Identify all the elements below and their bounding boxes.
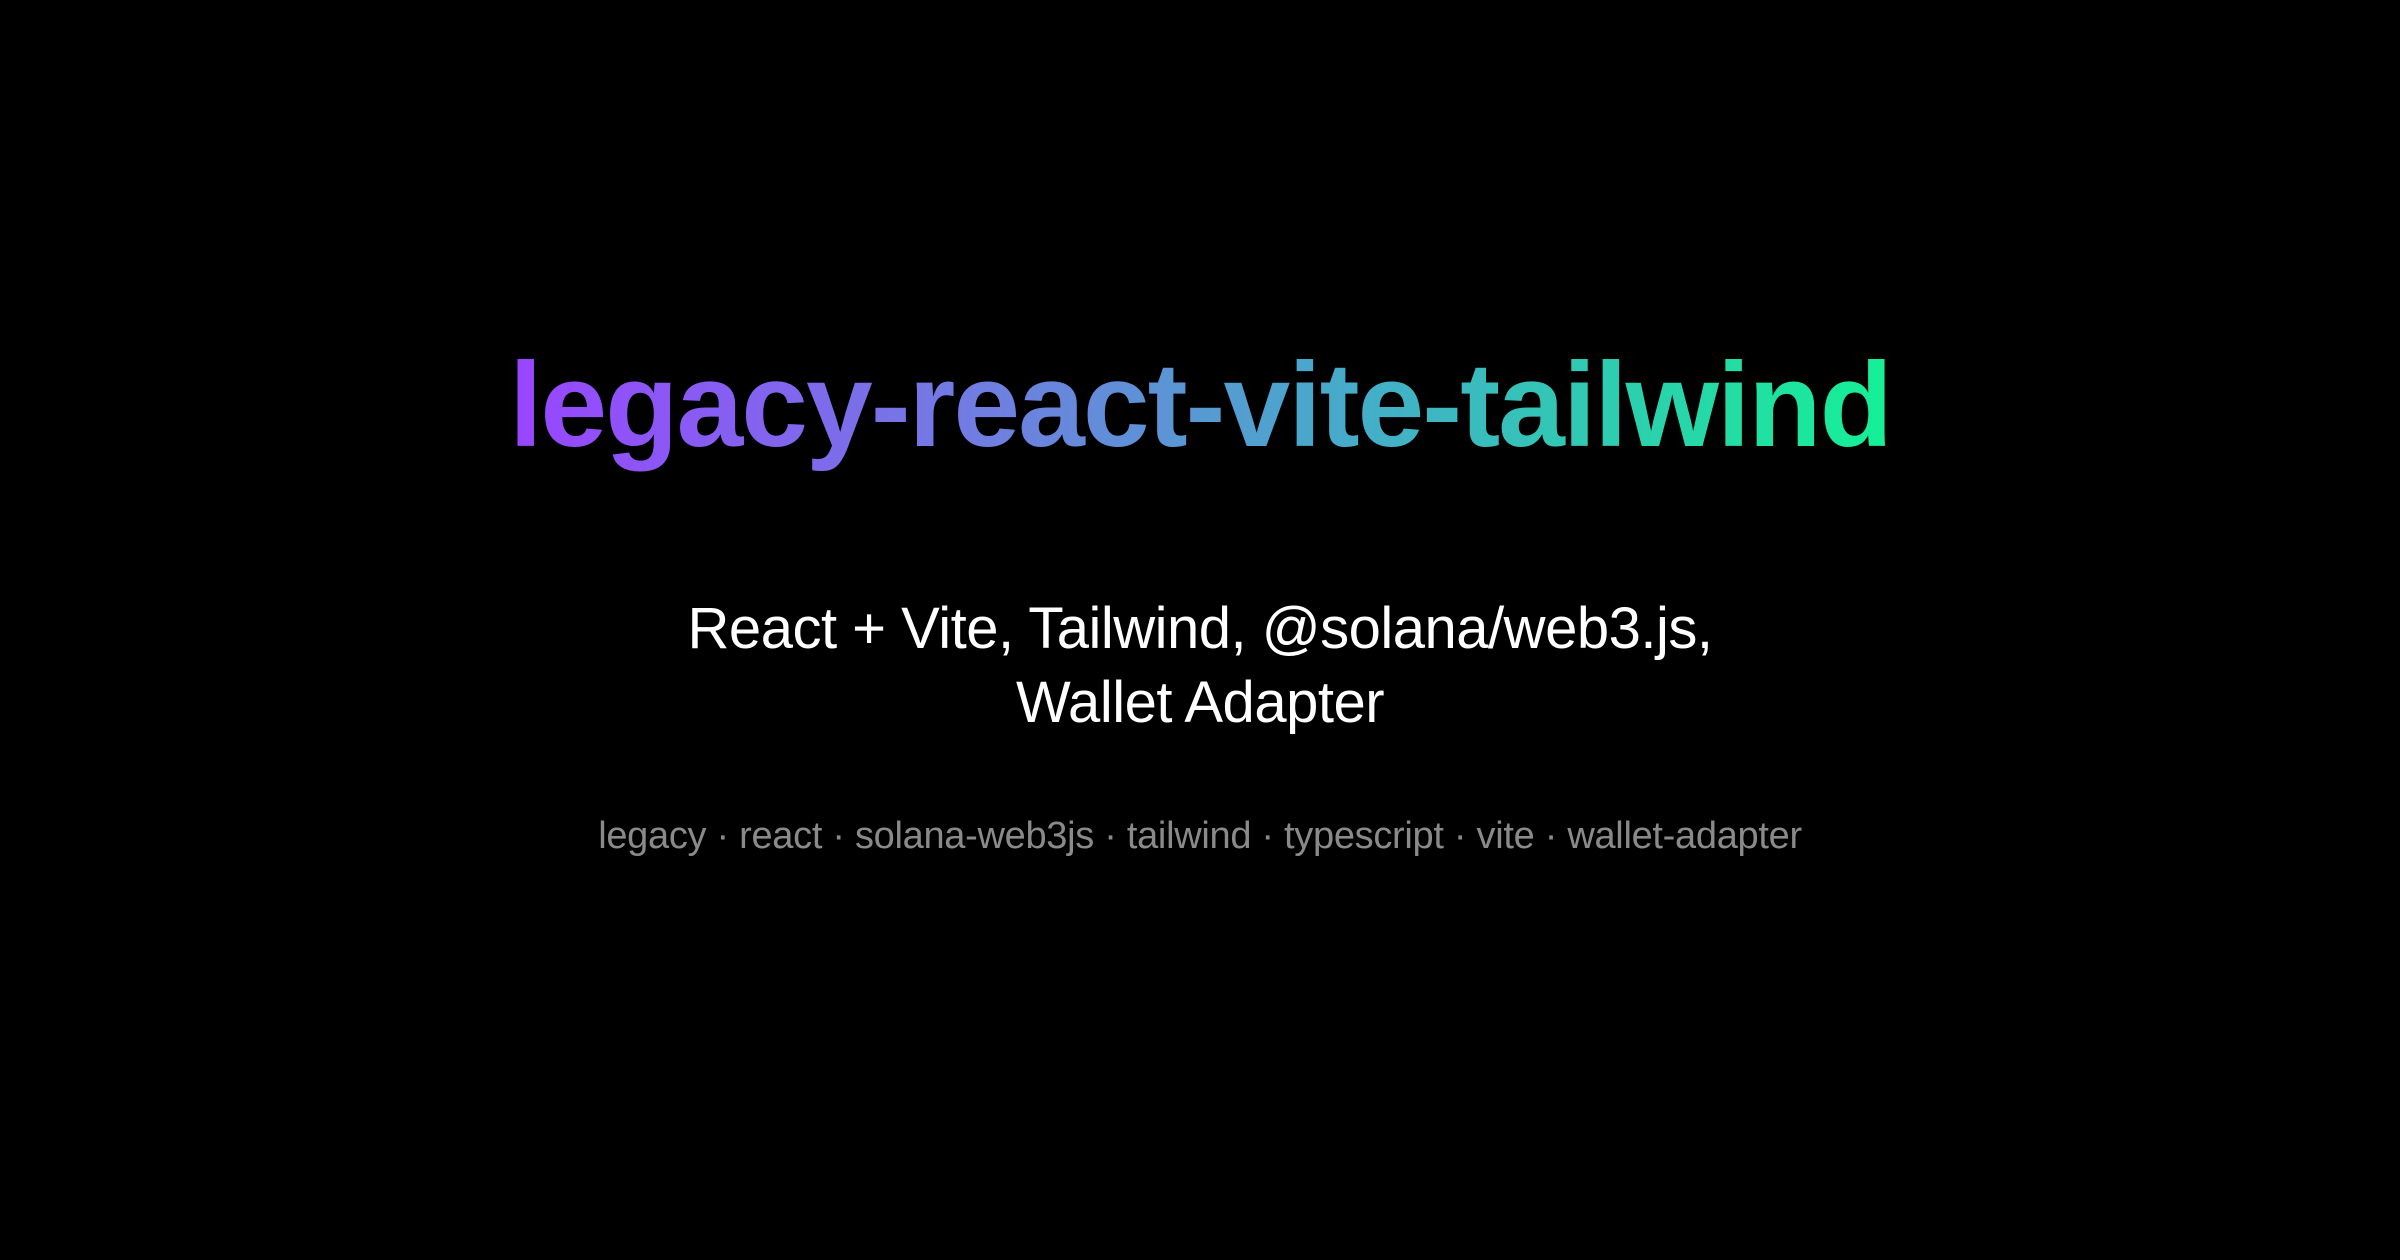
tag-list: legacy · react · solana-web3js · tailwin… xyxy=(598,815,1802,857)
project-description: React + Vite, Tailwind, @solana/web3.js,… xyxy=(0,592,2400,740)
project-title-text: legacy-react-vite-tailwind xyxy=(509,338,1893,472)
project-title: legacy-react-vite-tailwind xyxy=(0,330,2400,480)
description-line-2: Wallet Adapter xyxy=(1015,670,1385,735)
description-line-1: React + Vite, Tailwind, @solana/web3.js, xyxy=(687,596,1713,661)
